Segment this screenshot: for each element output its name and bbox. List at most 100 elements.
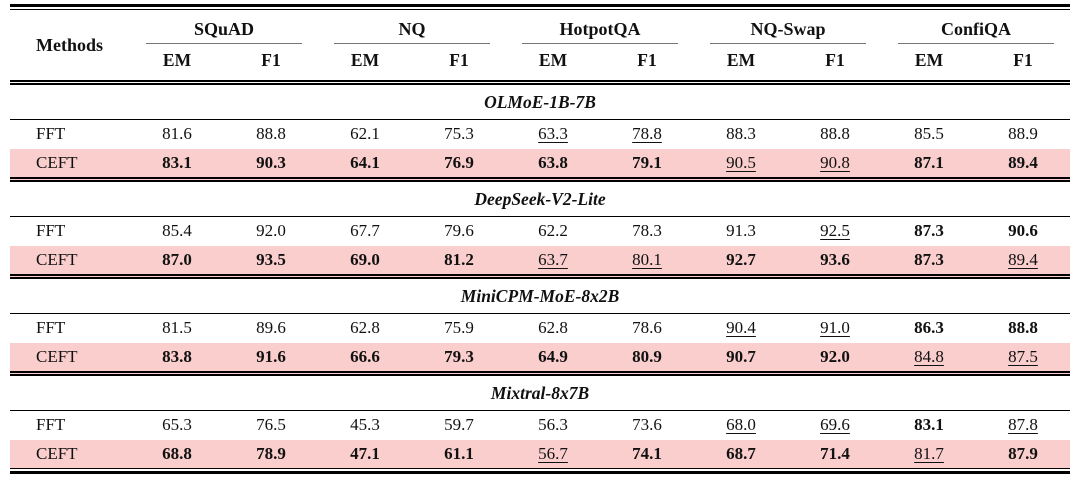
metric-cell: 85.4 — [162, 221, 192, 240]
metric-cell: 56.3 — [538, 415, 568, 434]
metric-cell: 59.7 — [444, 415, 474, 434]
table-row: FFT 81.6 88.8 62.1 75.3 63.3 78.8 88.3 88.8 85.5 8… — [10, 120, 1070, 149]
metric-cell: 93.5 — [224, 245, 318, 277]
results-table: Methods SQuAD NQ HotpotQA NQ-Swap — [10, 10, 1071, 468]
metric-cell: 87.8 — [1008, 415, 1038, 434]
metric-cell: 73.6 — [632, 415, 662, 434]
metric-cell: 92.5 — [820, 221, 850, 240]
group-label-nq-swap: NQ-Swap — [750, 19, 826, 39]
table-header: Methods SQuAD NQ HotpotQA NQ-Swap — [10, 10, 1070, 83]
metric-cell: 87.3 — [914, 221, 944, 240]
metric-cell: 91.6 — [224, 342, 318, 374]
metric-cell: 92.0 — [256, 221, 286, 240]
metric-cell: 88.8 — [1008, 318, 1038, 337]
metric-cell: 92.7 — [694, 245, 788, 277]
group-header-nq: NQ — [318, 10, 506, 44]
metric-cell: 90.8 — [788, 148, 883, 180]
group-label-nq: NQ — [398, 19, 426, 39]
metric-cell: 83.1 — [130, 148, 224, 180]
group-underline — [522, 43, 678, 44]
section-title-row: Mixtral-8x7B — [10, 371, 1071, 411]
metric-cell: 90.5 — [694, 148, 788, 180]
metric-cell: 62.8 — [538, 318, 568, 337]
metric-header-f1: F1 — [261, 50, 281, 70]
metric-cell: 79.6 — [444, 221, 474, 240]
metric-cell: 64.9 — [506, 342, 600, 374]
metric-cell: 87.5 — [976, 342, 1071, 374]
metric-cell: 91.3 — [726, 221, 756, 240]
metric-cell: 80.1 — [600, 245, 694, 277]
metric-cell: 87.3 — [882, 245, 977, 277]
metric-cell: 68.8 — [130, 439, 224, 468]
table-row: CEFT 83.1 90.3 64.1 76.9 63.8 79.1 90.5 90.8 87.1… — [10, 148, 1071, 180]
metric-cell: 80.9 — [600, 342, 694, 374]
group-underline — [710, 43, 867, 44]
section-title: Mixtral-8x7B — [10, 371, 1071, 411]
metric-cell: 68.0 — [726, 415, 756, 434]
section-title: DeepSeek-V2-Lite — [10, 177, 1071, 217]
method-label: CEFT — [10, 245, 130, 277]
metric-cell: 89.4 — [976, 148, 1071, 180]
metric-cell: 56.7 — [506, 439, 600, 468]
group-underline — [146, 43, 302, 44]
metric-header-em: EM — [538, 50, 568, 70]
group-label-squad: SQuAD — [193, 19, 255, 39]
metric-cell: 45.3 — [350, 415, 380, 434]
section-title-row: DeepSeek-V2-Lite — [10, 177, 1071, 217]
metric-cell: 90.3 — [224, 148, 318, 180]
group-header-confiqa: ConfiQA — [882, 10, 1070, 44]
metric-cell: 62.1 — [350, 124, 380, 143]
metric-cell: 86.3 — [914, 318, 944, 337]
metric-cell: 88.8 — [820, 124, 850, 143]
metric-cell: 81.2 — [412, 245, 506, 277]
metric-cell: 89.6 — [256, 318, 286, 337]
metric-cell: 69.0 — [318, 245, 412, 277]
metric-cell: 88.8 — [256, 124, 286, 143]
metric-cell: 89.4 — [976, 245, 1071, 277]
metric-cell: 76.9 — [412, 148, 506, 180]
metric-cell: 90.6 — [1008, 221, 1038, 240]
group-header-row: Methods SQuAD NQ HotpotQA NQ-Swap — [10, 10, 1070, 55]
group-header-squad: SQuAD — [130, 10, 318, 44]
metric-cell: 87.1 — [882, 148, 977, 180]
metric-cell: 78.6 — [632, 318, 662, 337]
section-title-row: MiniCPM-MoE-8x2B — [10, 274, 1071, 314]
metric-cell: 63.3 — [538, 124, 568, 143]
metric-cell: 87.9 — [976, 439, 1071, 468]
metric-cell: 62.2 — [538, 221, 568, 240]
metric-cell: 67.7 — [350, 221, 380, 240]
metric-cell: 65.3 — [162, 415, 192, 434]
metric-header-row: EM F1 EM F1 EM F1 EM F1 EM F1 — [10, 44, 1070, 83]
metric-cell: 61.1 — [412, 439, 506, 468]
metric-cell: 88.9 — [1008, 124, 1038, 143]
metric-header-f1: F1 — [1013, 50, 1033, 70]
metric-header-em: EM — [350, 50, 380, 70]
metric-cell: 63.7 — [506, 245, 600, 277]
method-label: FFT — [36, 318, 66, 337]
metric-cell: 68.7 — [694, 439, 788, 468]
metric-cell: 91.0 — [820, 318, 850, 337]
table-row: FFT 65.3 76.5 45.3 59.7 56.3 73.6 68.0 69.6 83.1 8… — [10, 411, 1070, 440]
group-label-confiqa: ConfiQA — [941, 19, 1012, 39]
section-title: MiniCPM-MoE-8x2B — [10, 274, 1071, 314]
metric-cell: 92.0 — [788, 342, 883, 374]
bottom-rule-thick — [10, 471, 1070, 474]
metric-cell: 76.5 — [256, 415, 286, 434]
section-title-row: OLMoE-1B-7B — [10, 80, 1071, 120]
metric-cell: 90.4 — [726, 318, 756, 337]
metric-header-f1: F1 — [825, 50, 845, 70]
metric-header-f1: F1 — [637, 50, 657, 70]
metric-cell: 83.1 — [914, 415, 944, 434]
metric-cell: 90.7 — [694, 342, 788, 374]
method-label: CEFT — [10, 148, 130, 180]
metric-cell: 63.8 — [506, 148, 600, 180]
metric-cell: 62.8 — [350, 318, 380, 337]
group-header-hotpotqa: HotpotQA — [506, 10, 694, 44]
metric-cell: 69.6 — [820, 415, 850, 434]
section-title: OLMoE-1B-7B — [10, 80, 1071, 120]
method-label: CEFT — [10, 439, 130, 468]
metric-cell: 79.1 — [600, 148, 694, 180]
metric-cell: 93.6 — [788, 245, 883, 277]
table-row: CEFT 83.8 91.6 66.6 79.3 64.9 80.9 90.7 92.0 84.8… — [10, 342, 1071, 374]
